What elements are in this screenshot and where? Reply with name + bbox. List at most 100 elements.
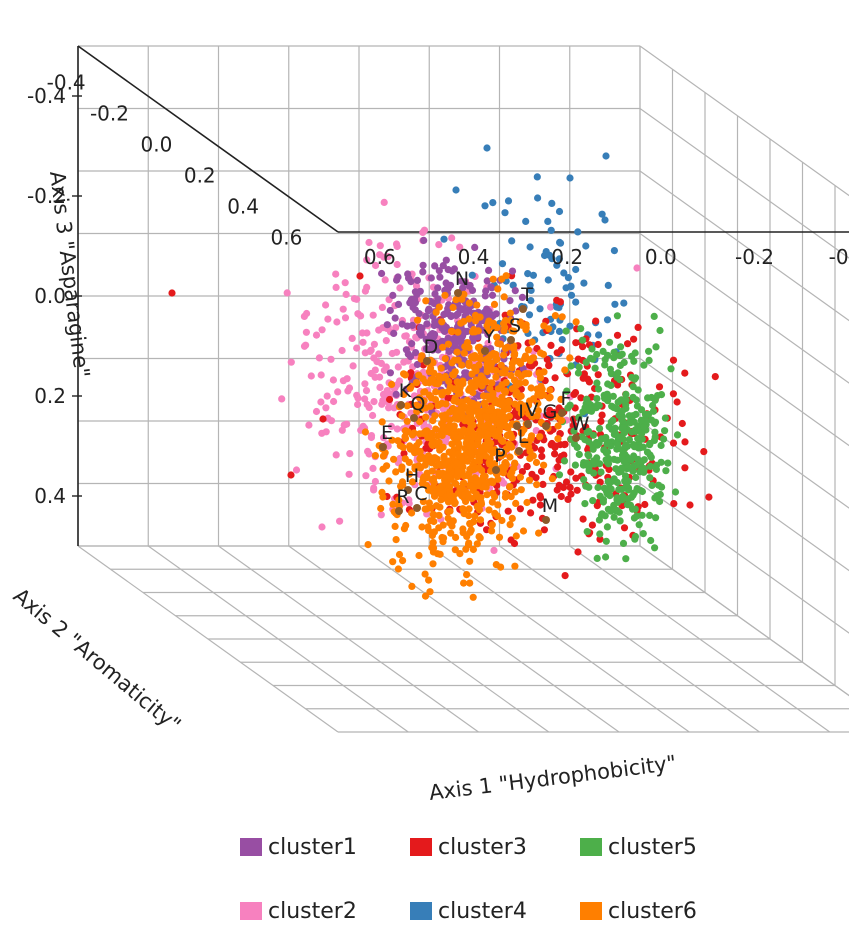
scatter-point-cluster6	[507, 493, 515, 501]
scatter-point-cluster6	[438, 318, 446, 326]
scatter-point-cluster4	[541, 251, 549, 260]
scatter-point-cluster2	[384, 253, 392, 261]
scatter-point-cluster6	[527, 384, 535, 392]
legend-label: cluster6	[608, 898, 697, 924]
scatter-point-cluster6	[500, 450, 508, 458]
scatter-point-cluster5	[578, 433, 586, 441]
scatter-point-cluster6	[436, 550, 444, 558]
scatter-point-cluster6	[454, 468, 462, 476]
scatter-point-cluster6	[526, 357, 534, 365]
amino-acid-label: S	[509, 315, 521, 337]
side-grid-line	[639, 108, 849, 259]
scatter-point-cluster5	[589, 497, 597, 505]
scatter-point-cluster2	[393, 348, 401, 356]
scatter-point-cluster6	[441, 372, 449, 381]
scatter-point-cluster2	[380, 434, 388, 442]
scatter-point-cluster6	[408, 478, 417, 486]
scatter-point-cluster6	[457, 454, 465, 462]
scatter-point-cluster6	[439, 538, 447, 546]
scatter-point-cluster6	[473, 301, 481, 309]
amino-acid-marker	[410, 414, 418, 422]
scatter-point-cluster6	[435, 303, 443, 311]
scatter-point-cluster4	[580, 279, 588, 287]
amino-acid-label: C	[414, 483, 427, 505]
scatter-point-cluster3	[567, 468, 575, 476]
z-tick-label: -0.2	[27, 184, 66, 208]
scatter-point-cluster4	[489, 199, 497, 207]
scatter-point-cluster6	[437, 496, 445, 504]
scatter-point-cluster2	[396, 284, 404, 292]
scatter-point-cluster5	[604, 351, 612, 359]
scatter-point-cluster2	[318, 523, 326, 531]
scatter-point-cluster4	[562, 284, 570, 292]
scatter-point-cluster1	[408, 340, 416, 348]
scatter-point-cluster6	[484, 327, 492, 335]
scatter-point-cluster5	[637, 416, 645, 424]
scatter-point-cluster5	[595, 516, 604, 524]
scatter-point-cluster5	[577, 325, 585, 333]
scatter-point-cluster2	[370, 398, 378, 406]
scatter-point-cluster6	[485, 365, 493, 373]
scatter-point-cluster6	[454, 379, 462, 387]
scatter-point-cluster3	[566, 483, 574, 492]
scatter-point-cluster2	[376, 242, 384, 250]
scatter-point-cluster4	[526, 243, 534, 251]
scatter-point-cluster6	[463, 571, 471, 579]
scatter-point-cluster1	[434, 284, 442, 292]
scatter-point-cluster4	[566, 322, 574, 330]
scatter-point-cluster5	[637, 444, 645, 452]
scatter-point-cluster5	[594, 385, 603, 393]
scatter-point-cluster6	[371, 452, 379, 460]
scatter-point-cluster6	[398, 478, 407, 486]
scatter-point-cluster6	[454, 328, 462, 336]
scatter-point-cluster2	[300, 312, 308, 320]
scatter-point-cluster5	[607, 485, 615, 493]
scatter-point-cluster1	[419, 261, 427, 269]
scatter-point-cluster6	[471, 512, 479, 520]
scatter-point-cluster6	[488, 521, 496, 529]
scatter-point-cluster3	[532, 474, 540, 482]
scatter-point-cluster2	[364, 447, 372, 455]
scatter-point-cluster6	[517, 429, 526, 437]
scatter-point-cluster5	[593, 379, 601, 387]
scatter-point-cluster6	[430, 454, 438, 462]
scatter-point-cluster3	[555, 456, 563, 464]
scatter-point-cluster6	[463, 396, 471, 404]
scatter-point-cluster6	[512, 499, 520, 507]
scatter-point-cluster1	[378, 269, 386, 278]
scatter-point-cluster2	[369, 411, 377, 420]
scatter-point-cluster5	[664, 459, 672, 467]
scatter-point-cluster5	[629, 383, 637, 391]
amino-acid-marker	[413, 504, 421, 512]
scatter-point-cluster2	[448, 234, 456, 242]
scatter-point-cluster1	[411, 299, 419, 307]
scatter-point-cluster6	[511, 488, 519, 496]
scatter-point-cluster6	[492, 561, 500, 569]
scatter-point-cluster5	[606, 338, 614, 346]
scatter-point-cluster3	[557, 492, 565, 501]
amino-acid-marker	[481, 347, 489, 355]
scatter-point-cluster2	[354, 394, 362, 402]
scatter-point-cluster6	[402, 521, 410, 530]
scatter-point-cluster3	[547, 341, 555, 349]
scatter-point-cluster5	[562, 327, 570, 335]
scatter-point-cluster6	[439, 343, 447, 351]
scatter-point-cluster3	[555, 481, 563, 489]
scatter-point-cluster5	[601, 512, 609, 520]
scatter-point-cluster6	[408, 431, 416, 439]
scatter-point-cluster6	[432, 388, 440, 396]
scatter-point-cluster2	[300, 342, 309, 350]
scatter-point-cluster3	[670, 500, 678, 508]
scatter-point-cluster5	[585, 452, 593, 460]
amino-acid-marker	[507, 336, 515, 344]
scatter-point-cluster3	[573, 486, 581, 494]
scatter-point-cluster1	[481, 292, 489, 300]
scatter-point-cluster6	[467, 526, 475, 534]
scatter-point-cluster6	[422, 297, 430, 305]
scatter-point-cluster5	[643, 448, 652, 456]
scatter-point-cluster3	[527, 509, 535, 517]
scatter-point-cluster6	[490, 414, 498, 422]
scatter-point-cluster5	[582, 482, 590, 490]
